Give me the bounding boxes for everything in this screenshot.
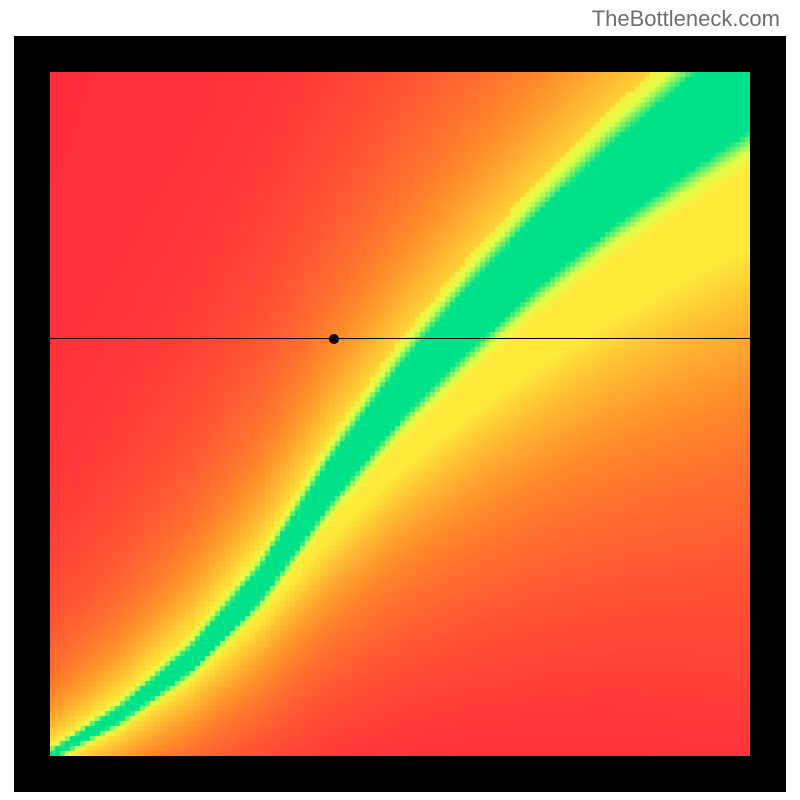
plot-area: [50, 72, 750, 756]
crosshair-horizontal: [50, 338, 750, 339]
heatmap-canvas: [50, 72, 750, 756]
data-point-marker: [329, 334, 339, 344]
watermark-text: TheBottleneck.com: [592, 6, 780, 32]
chart-container: TheBottleneck.com: [0, 0, 800, 800]
